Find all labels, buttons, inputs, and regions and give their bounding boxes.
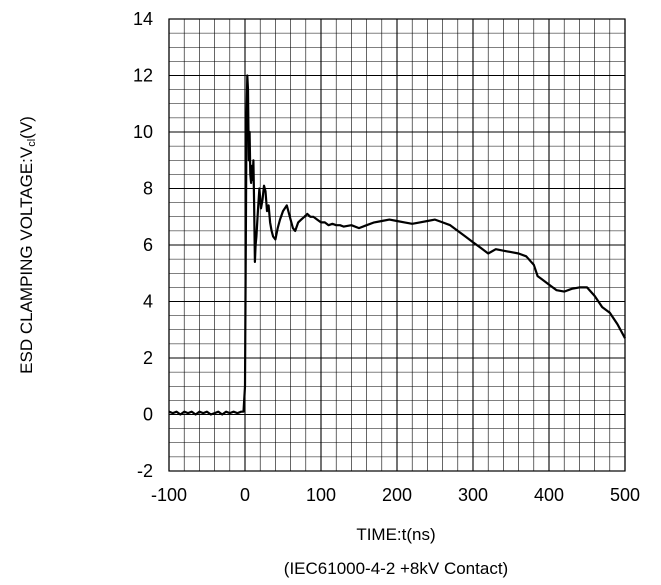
y-axis-label-unit: (V) bbox=[17, 116, 36, 139]
y-tick-label: 2 bbox=[143, 348, 153, 368]
x-tick-label: 100 bbox=[306, 485, 336, 505]
x-tick-label: 0 bbox=[240, 485, 250, 505]
y-tick-labels: -2 0 2 4 6 8 10 12 14 bbox=[133, 9, 153, 481]
x-axis-label: TIME:t(ns) bbox=[356, 525, 435, 544]
y-tick-label: -2 bbox=[137, 461, 153, 481]
y-tick-label: 6 bbox=[143, 235, 153, 255]
y-tick-label: 8 bbox=[143, 179, 153, 199]
x-tick-label: 300 bbox=[458, 485, 488, 505]
y-tick-label: 14 bbox=[133, 9, 153, 29]
x-tick-label: 400 bbox=[534, 485, 564, 505]
y-axis-label-main: ESD CLAMPING VOLTAGE:V bbox=[17, 146, 36, 374]
major-grid bbox=[168, 18, 626, 472]
x-tick-labels: -100 0 100 200 300 400 500 bbox=[151, 485, 640, 505]
x-tick-label: -100 bbox=[151, 485, 187, 505]
plot-frame bbox=[168, 18, 626, 472]
x-tick-label: 500 bbox=[610, 485, 640, 505]
y-axis-label-subscript: cl bbox=[26, 139, 38, 147]
y-tick-label: 4 bbox=[143, 292, 153, 312]
y-tick-label: 10 bbox=[133, 122, 153, 142]
y-axis-label: ESD CLAMPING VOLTAGE:Vcl(V) bbox=[17, 116, 38, 374]
series-line bbox=[168, 74, 626, 416]
y-tick-label: 12 bbox=[133, 66, 153, 86]
test-condition-note: (IEC61000-4-2 +8kV Contact) bbox=[284, 559, 508, 578]
y-tick-label: 0 bbox=[143, 405, 153, 425]
x-tick-label: 200 bbox=[382, 485, 412, 505]
